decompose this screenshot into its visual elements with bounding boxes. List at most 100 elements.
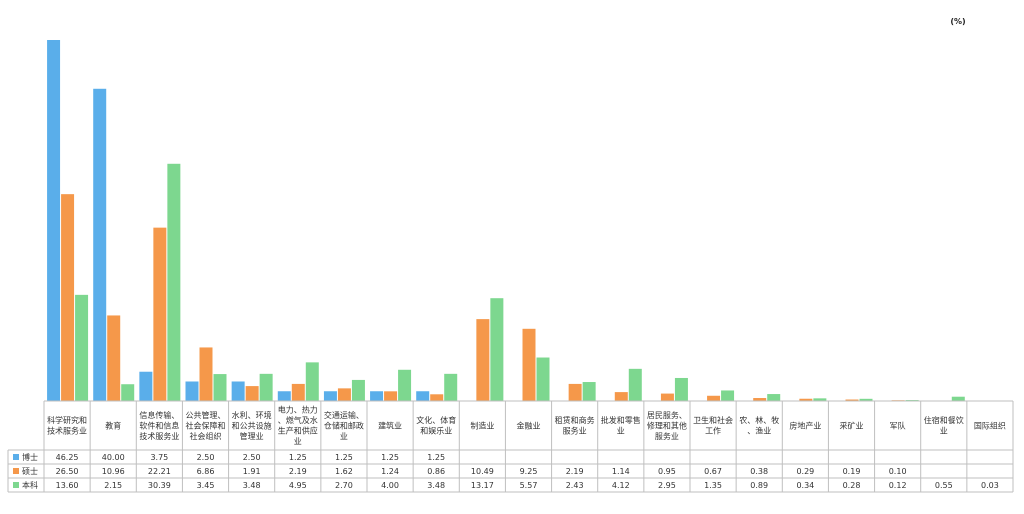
category-label: 文化、体育和娱乐业 [416, 415, 456, 436]
bar-本科-8 [398, 369, 412, 401]
bar-本科-20 [951, 396, 965, 401]
data-label: 0.55 [935, 481, 953, 490]
data-label: 3.75 [150, 453, 168, 462]
legend-label: 博士 [22, 452, 38, 462]
bars-layer [47, 40, 1011, 402]
data-label: 1.14 [612, 467, 630, 476]
bar-博士-7 [323, 391, 337, 401]
data-label: 1.24 [381, 467, 399, 476]
data-label: 1.25 [381, 453, 399, 462]
data-label: 1.25 [289, 453, 307, 462]
category-label: 交通运输、仓储和邮政业 [324, 410, 364, 441]
data-label: 30.39 [148, 481, 171, 490]
data-label: 4.95 [289, 481, 307, 490]
data-label: 0.95 [658, 467, 676, 476]
data-label: 0.10 [889, 467, 907, 476]
bar-硕士-8 [384, 391, 398, 401]
data-label: 4.00 [381, 481, 399, 490]
unit-label: (%) [950, 17, 965, 26]
category-label: 电力、热力、燃气及水生产和供应业 [278, 405, 318, 447]
bar-博士-3 [139, 371, 153, 401]
bar-本科-10 [490, 298, 504, 401]
bar-硕士-4 [199, 347, 213, 401]
bar-硕士-17 [799, 398, 813, 401]
bar-本科-4 [213, 374, 227, 401]
data-label: 0.34 [796, 481, 814, 490]
data-label: 1.62 [335, 467, 353, 476]
bar-硕士-9 [430, 394, 444, 401]
category-label: 公共管理、社会保障和社会组织 [186, 410, 226, 441]
data-label: 3.45 [197, 481, 215, 490]
data-label: 9.25 [520, 467, 538, 476]
bar-硕士-6 [291, 383, 305, 401]
data-label: 1.25 [335, 453, 353, 462]
legend-key [13, 482, 19, 488]
category-label: 制造业 [470, 420, 494, 430]
category-label: 信息传输、软件和信息技术服务业 [139, 410, 179, 441]
category-label: 军队 [890, 420, 906, 430]
data-label: 4.12 [612, 481, 630, 490]
data-label: 6.86 [197, 467, 215, 476]
data-label: 2.43 [566, 481, 584, 490]
data-label: 3.48 [243, 481, 261, 490]
bar-硕士-11 [522, 328, 536, 401]
data-label: 0.67 [704, 467, 722, 476]
bar-硕士-5 [245, 386, 259, 401]
data-label: 0.19 [843, 467, 861, 476]
legend-label: 硕士 [22, 466, 38, 476]
data-label: 10.49 [471, 467, 494, 476]
bar-硕士-1 [61, 194, 75, 401]
bar-本科-6 [305, 362, 319, 401]
bar-博士-5 [231, 381, 245, 401]
category-label: 住宿和餐饮业 [924, 415, 964, 436]
category-label: 房地产业 [789, 420, 821, 430]
data-label: 46.25 [56, 453, 79, 462]
bar-博士-6 [277, 391, 291, 401]
bar-本科-17 [813, 398, 827, 401]
data-table: 科学研究和技术服务业 教育 信息传输、软件和信息技术服务业公共管理、社会保障和社会组… [7, 400, 1014, 493]
bar-本科-13 [628, 368, 642, 401]
category-label: 国际组织 [974, 420, 1006, 430]
data-label: 0.86 [427, 467, 445, 476]
data-label: 2.19 [289, 467, 307, 476]
data-label: 13.60 [56, 481, 79, 490]
category-label: 建筑业 [378, 420, 402, 430]
bar-硕士-3 [153, 227, 167, 401]
bar-本科-16 [767, 394, 781, 401]
category-label: 租赁和商务服务业 [555, 415, 595, 436]
category-label: 居民服务、修理和其他服务业 [647, 410, 687, 441]
data-label: 0.28 [843, 481, 861, 490]
bar-本科-18 [859, 398, 873, 401]
data-label: 1.25 [427, 453, 445, 462]
data-label: 2.50 [197, 453, 215, 462]
bar-硕士-14 [660, 393, 674, 401]
bar-本科-5 [259, 373, 273, 401]
category-label: 农、林、牧、渔业 [739, 415, 779, 436]
bar-本科-2 [121, 384, 135, 401]
data-label: 22.21 [148, 467, 171, 476]
bar-博士-2 [93, 88, 107, 401]
legend-key [13, 468, 19, 474]
data-label: 10.96 [102, 467, 125, 476]
bar-硕士-7 [337, 388, 351, 401]
data-label: 26.50 [56, 467, 79, 476]
category-label: 采矿业 [840, 420, 864, 430]
data-label: 1.35 [704, 481, 722, 490]
bar-硕士-12 [568, 383, 582, 401]
bar-硕士-10 [476, 319, 490, 401]
data-label: 40.00 [102, 453, 125, 462]
bar-本科-12 [582, 382, 596, 401]
data-label: 5.57 [520, 481, 538, 490]
bar-博士-4 [185, 381, 199, 401]
category-label: 科学研究和技术服务业 [47, 415, 87, 436]
data-label: 13.17 [471, 481, 494, 490]
data-label: 0.89 [750, 481, 768, 490]
data-label: 2.95 [658, 481, 676, 490]
bar-博士-1 [47, 40, 61, 401]
bar-本科-9 [444, 373, 458, 401]
bar-博士-9 [416, 391, 430, 401]
data-label: 1.91 [243, 467, 261, 476]
data-label: 0.12 [889, 481, 907, 490]
